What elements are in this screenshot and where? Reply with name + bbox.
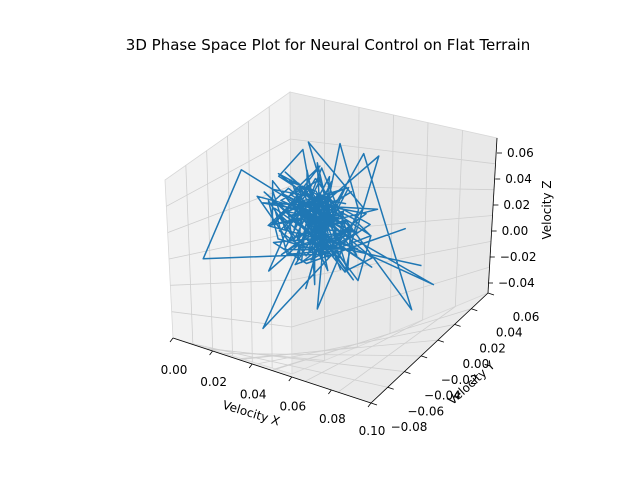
y-tick-mark <box>437 339 444 343</box>
x-tick-label: 0.00 <box>161 363 188 377</box>
y-tick-mark <box>370 402 378 406</box>
grid-line <box>304 319 423 382</box>
trajectory-line <box>202 141 435 330</box>
y-tick-mark <box>454 324 461 327</box>
y-tick-label: −0.06 <box>407 404 444 418</box>
x-tick-mark <box>288 376 293 382</box>
grid-line <box>274 308 472 370</box>
x-tick-label: 0.04 <box>240 387 267 401</box>
grid-line <box>290 138 496 165</box>
y-tick-label: 0.04 <box>496 326 523 340</box>
y-tick-mark <box>421 355 428 359</box>
y-tick-mark <box>471 308 478 312</box>
y-tick-label: −0.04 <box>424 389 461 403</box>
tick-labels: 0.000.020.040.060.080.10 −0.08−0.06−0.04−… <box>161 146 540 438</box>
z-tick-label: 0.00 <box>502 224 529 238</box>
z-axis-line <box>487 137 498 294</box>
x-tick-mark <box>367 402 372 408</box>
x-tick-mark <box>209 350 213 356</box>
z-tick-label: −0.04 <box>498 276 535 290</box>
z-tick-label: 0.02 <box>503 198 530 212</box>
grid-line <box>166 138 291 207</box>
y-tick-label: −0.02 <box>441 373 478 387</box>
z-axis-label: Velocity Z <box>540 180 554 239</box>
x-tick-label: 0.08 <box>319 412 346 426</box>
z-tick-label: 0.04 <box>505 172 532 186</box>
x-tick-label: 0.06 <box>279 400 306 414</box>
x-tick-mark <box>328 389 332 395</box>
chart-title: 3D Phase Space Plot for Neural Control o… <box>126 36 530 54</box>
z-tick-label: 0.06 <box>507 146 534 160</box>
y-tick-label: 0.02 <box>479 341 506 355</box>
x-axis-line <box>172 337 372 404</box>
y-tick-mark <box>387 386 394 390</box>
y-tick-label: 0.06 <box>513 310 540 324</box>
y-axis-line <box>370 292 489 404</box>
grid-line <box>337 306 456 393</box>
grid-line <box>291 266 490 328</box>
x-tick-label: 0.10 <box>359 424 386 438</box>
x-tick-label: 0.02 <box>200 375 227 389</box>
y-tick-mark <box>404 371 411 374</box>
grid-line <box>170 279 292 286</box>
grid-line <box>171 311 292 328</box>
trajectory-path <box>202 141 435 330</box>
pane-left <box>164 91 293 375</box>
y-tick-label: −0.08 <box>391 420 428 434</box>
grid-line <box>168 232 292 260</box>
grid-line <box>167 185 291 234</box>
y-tick-label: 0.00 <box>462 357 489 371</box>
y-tick-mark <box>487 292 495 296</box>
x-tick-mark <box>248 363 253 369</box>
grid-line <box>206 347 405 372</box>
x-tick-mark <box>169 337 174 343</box>
z-tick-label: −0.02 <box>500 250 537 264</box>
x-axis-label: Velocity X <box>221 398 282 429</box>
